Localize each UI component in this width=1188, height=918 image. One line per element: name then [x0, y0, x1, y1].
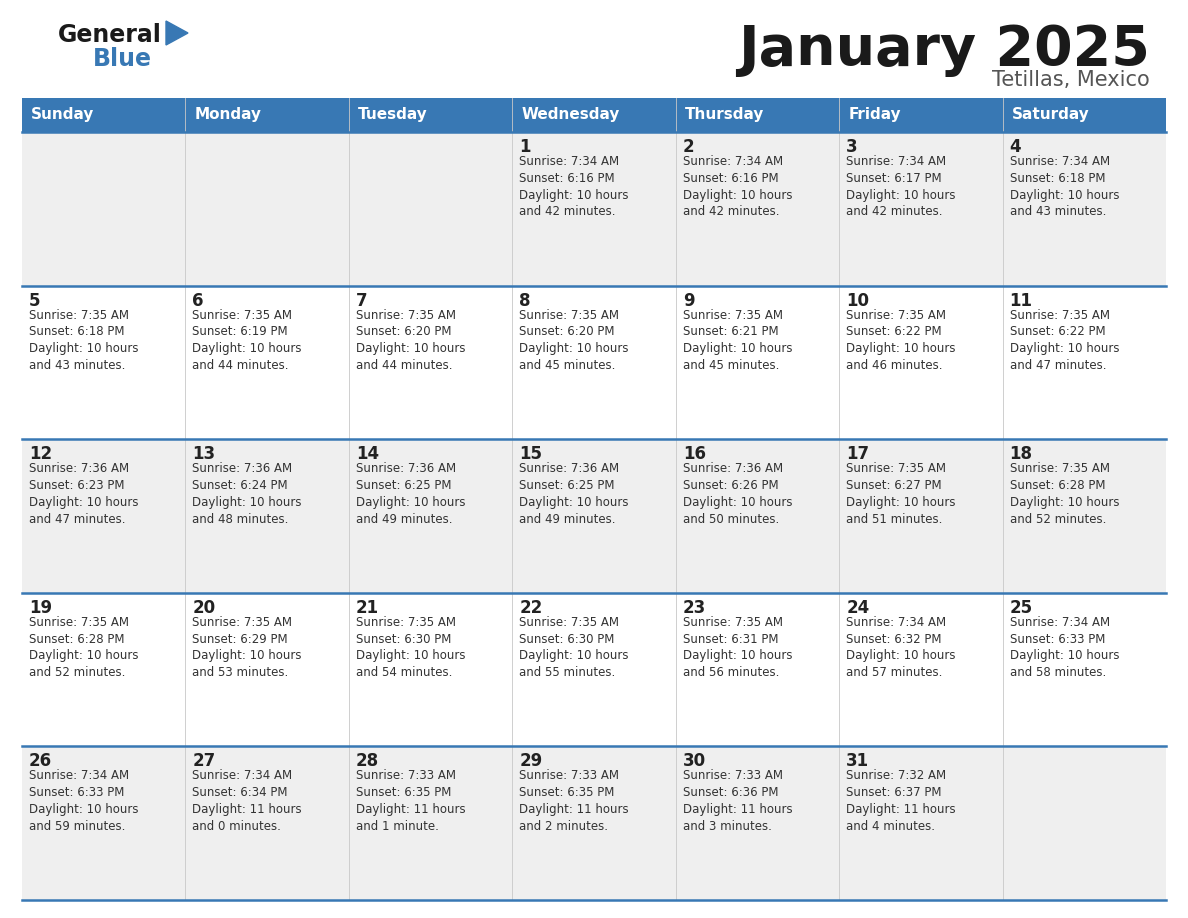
Text: Sunrise: 7:32 AM
Sunset: 6:37 PM
Daylight: 11 hours
and 4 minutes.: Sunrise: 7:32 AM Sunset: 6:37 PM Dayligh…	[846, 769, 956, 833]
Text: Sunrise: 7:34 AM
Sunset: 6:34 PM
Daylight: 11 hours
and 0 minutes.: Sunrise: 7:34 AM Sunset: 6:34 PM Dayligh…	[192, 769, 302, 833]
Text: Sunrise: 7:35 AM
Sunset: 6:30 PM
Daylight: 10 hours
and 55 minutes.: Sunrise: 7:35 AM Sunset: 6:30 PM Dayligh…	[519, 616, 628, 679]
Text: 11: 11	[1010, 292, 1032, 309]
Text: Sunrise: 7:34 AM
Sunset: 6:33 PM
Daylight: 10 hours
and 59 minutes.: Sunrise: 7:34 AM Sunset: 6:33 PM Dayligh…	[29, 769, 139, 833]
Text: 12: 12	[29, 445, 52, 464]
Text: 30: 30	[683, 753, 706, 770]
Text: Saturday: Saturday	[1011, 107, 1089, 122]
Text: Sunrise: 7:33 AM
Sunset: 6:36 PM
Daylight: 11 hours
and 3 minutes.: Sunrise: 7:33 AM Sunset: 6:36 PM Dayligh…	[683, 769, 792, 833]
Bar	[23, 132, 1165, 285]
Text: 16: 16	[683, 445, 706, 464]
Text: 23: 23	[683, 599, 706, 617]
Polygon shape	[166, 21, 188, 45]
Bar	[23, 593, 1165, 746]
Text: 19: 19	[29, 599, 52, 617]
Bar	[23, 746, 1165, 900]
Text: 8: 8	[519, 292, 531, 309]
Bar	[676, 98, 839, 132]
Text: 10: 10	[846, 292, 870, 309]
Text: Friday: Friday	[848, 107, 901, 122]
Bar	[23, 98, 185, 132]
Text: Monday: Monday	[195, 107, 261, 122]
Bar	[23, 285, 1165, 439]
Text: 5: 5	[29, 292, 40, 309]
Bar	[349, 98, 512, 132]
Text: 21: 21	[356, 599, 379, 617]
Text: Sunrise: 7:35 AM
Sunset: 6:22 PM
Daylight: 10 hours
and 46 minutes.: Sunrise: 7:35 AM Sunset: 6:22 PM Dayligh…	[846, 308, 955, 372]
Text: Sunrise: 7:36 AM
Sunset: 6:26 PM
Daylight: 10 hours
and 50 minutes.: Sunrise: 7:36 AM Sunset: 6:26 PM Dayligh…	[683, 462, 792, 526]
Text: 31: 31	[846, 753, 870, 770]
Text: Sunrise: 7:35 AM
Sunset: 6:30 PM
Daylight: 10 hours
and 54 minutes.: Sunrise: 7:35 AM Sunset: 6:30 PM Dayligh…	[356, 616, 466, 679]
Bar	[23, 439, 1165, 593]
Text: Sunrise: 7:34 AM
Sunset: 6:33 PM
Daylight: 10 hours
and 58 minutes.: Sunrise: 7:34 AM Sunset: 6:33 PM Dayligh…	[1010, 616, 1119, 679]
Text: Sunrise: 7:35 AM
Sunset: 6:28 PM
Daylight: 10 hours
and 52 minutes.: Sunrise: 7:35 AM Sunset: 6:28 PM Dayligh…	[1010, 462, 1119, 526]
Text: 6: 6	[192, 292, 204, 309]
Text: Tuesday: Tuesday	[358, 107, 428, 122]
Text: Sunrise: 7:36 AM
Sunset: 6:25 PM
Daylight: 10 hours
and 49 minutes.: Sunrise: 7:36 AM Sunset: 6:25 PM Dayligh…	[356, 462, 466, 526]
Text: Sunrise: 7:36 AM
Sunset: 6:23 PM
Daylight: 10 hours
and 47 minutes.: Sunrise: 7:36 AM Sunset: 6:23 PM Dayligh…	[29, 462, 139, 526]
Text: 13: 13	[192, 445, 215, 464]
Text: Sunrise: 7:34 AM
Sunset: 6:17 PM
Daylight: 10 hours
and 42 minutes.: Sunrise: 7:34 AM Sunset: 6:17 PM Dayligh…	[846, 155, 955, 218]
Text: 22: 22	[519, 599, 543, 617]
Text: Sunrise: 7:34 AM
Sunset: 6:18 PM
Daylight: 10 hours
and 43 minutes.: Sunrise: 7:34 AM Sunset: 6:18 PM Dayligh…	[1010, 155, 1119, 218]
Text: 20: 20	[192, 599, 215, 617]
Text: Sunrise: 7:35 AM
Sunset: 6:31 PM
Daylight: 10 hours
and 56 minutes.: Sunrise: 7:35 AM Sunset: 6:31 PM Dayligh…	[683, 616, 792, 679]
Text: Sunrise: 7:34 AM
Sunset: 6:16 PM
Daylight: 10 hours
and 42 minutes.: Sunrise: 7:34 AM Sunset: 6:16 PM Dayligh…	[519, 155, 628, 218]
Text: 26: 26	[29, 753, 52, 770]
Text: 9: 9	[683, 292, 694, 309]
Bar	[839, 98, 1003, 132]
Text: 15: 15	[519, 445, 542, 464]
Bar	[512, 98, 676, 132]
Text: 2: 2	[683, 138, 694, 156]
Text: Wednesday: Wednesday	[522, 107, 620, 122]
Text: Sunrise: 7:35 AM
Sunset: 6:21 PM
Daylight: 10 hours
and 45 minutes.: Sunrise: 7:35 AM Sunset: 6:21 PM Dayligh…	[683, 308, 792, 372]
Text: 7: 7	[356, 292, 367, 309]
Text: Blue: Blue	[93, 47, 152, 71]
Text: Sunrise: 7:35 AM
Sunset: 6:18 PM
Daylight: 10 hours
and 43 minutes.: Sunrise: 7:35 AM Sunset: 6:18 PM Dayligh…	[29, 308, 139, 372]
Text: 24: 24	[846, 599, 870, 617]
Text: Sunrise: 7:33 AM
Sunset: 6:35 PM
Daylight: 11 hours
and 2 minutes.: Sunrise: 7:33 AM Sunset: 6:35 PM Dayligh…	[519, 769, 628, 833]
Text: Sunrise: 7:35 AM
Sunset: 6:27 PM
Daylight: 10 hours
and 51 minutes.: Sunrise: 7:35 AM Sunset: 6:27 PM Dayligh…	[846, 462, 955, 526]
Text: Sunrise: 7:34 AM
Sunset: 6:32 PM
Daylight: 10 hours
and 57 minutes.: Sunrise: 7:34 AM Sunset: 6:32 PM Dayligh…	[846, 616, 955, 679]
Text: Sunrise: 7:35 AM
Sunset: 6:19 PM
Daylight: 10 hours
and 44 minutes.: Sunrise: 7:35 AM Sunset: 6:19 PM Dayligh…	[192, 308, 302, 372]
Text: Sunrise: 7:34 AM
Sunset: 6:16 PM
Daylight: 10 hours
and 42 minutes.: Sunrise: 7:34 AM Sunset: 6:16 PM Dayligh…	[683, 155, 792, 218]
Text: Sunday: Sunday	[31, 107, 94, 122]
Text: January 2025: January 2025	[738, 23, 1150, 77]
Text: 27: 27	[192, 753, 216, 770]
Text: General: General	[58, 23, 162, 47]
Text: 3: 3	[846, 138, 858, 156]
Text: Sunrise: 7:36 AM
Sunset: 6:25 PM
Daylight: 10 hours
and 49 minutes.: Sunrise: 7:36 AM Sunset: 6:25 PM Dayligh…	[519, 462, 628, 526]
Bar	[1003, 98, 1165, 132]
Text: Thursday: Thursday	[684, 107, 764, 122]
Bar	[185, 98, 349, 132]
Text: 29: 29	[519, 753, 543, 770]
Text: Sunrise: 7:35 AM
Sunset: 6:28 PM
Daylight: 10 hours
and 52 minutes.: Sunrise: 7:35 AM Sunset: 6:28 PM Dayligh…	[29, 616, 139, 679]
Text: Tetillas, Mexico: Tetillas, Mexico	[992, 70, 1150, 90]
Text: 14: 14	[356, 445, 379, 464]
Text: Sunrise: 7:35 AM
Sunset: 6:20 PM
Daylight: 10 hours
and 45 minutes.: Sunrise: 7:35 AM Sunset: 6:20 PM Dayligh…	[519, 308, 628, 372]
Text: Sunrise: 7:33 AM
Sunset: 6:35 PM
Daylight: 11 hours
and 1 minute.: Sunrise: 7:33 AM Sunset: 6:35 PM Dayligh…	[356, 769, 466, 833]
Text: 18: 18	[1010, 445, 1032, 464]
Text: 4: 4	[1010, 138, 1022, 156]
Text: Sunrise: 7:35 AM
Sunset: 6:29 PM
Daylight: 10 hours
and 53 minutes.: Sunrise: 7:35 AM Sunset: 6:29 PM Dayligh…	[192, 616, 302, 679]
Text: Sunrise: 7:35 AM
Sunset: 6:22 PM
Daylight: 10 hours
and 47 minutes.: Sunrise: 7:35 AM Sunset: 6:22 PM Dayligh…	[1010, 308, 1119, 372]
Text: 17: 17	[846, 445, 870, 464]
Text: 1: 1	[519, 138, 531, 156]
Text: Sunrise: 7:35 AM
Sunset: 6:20 PM
Daylight: 10 hours
and 44 minutes.: Sunrise: 7:35 AM Sunset: 6:20 PM Dayligh…	[356, 308, 466, 372]
Text: 25: 25	[1010, 599, 1032, 617]
Text: Sunrise: 7:36 AM
Sunset: 6:24 PM
Daylight: 10 hours
and 48 minutes.: Sunrise: 7:36 AM Sunset: 6:24 PM Dayligh…	[192, 462, 302, 526]
Text: 28: 28	[356, 753, 379, 770]
